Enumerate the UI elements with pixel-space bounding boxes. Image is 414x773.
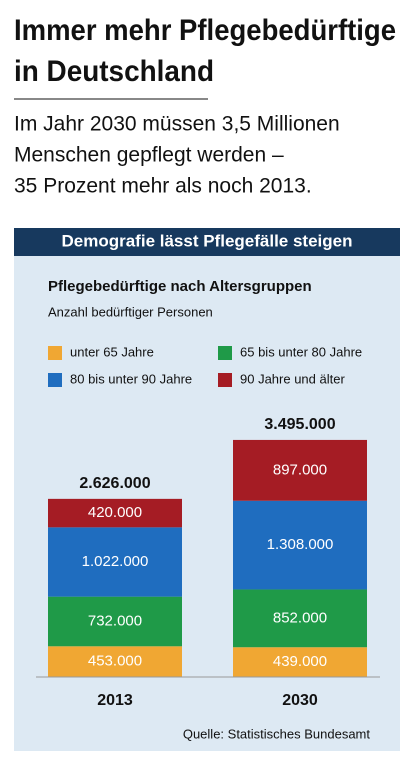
bar-segment [233,439,367,501]
value-label: 453.000 [88,653,142,670]
headline: Immer mehr Pflegebedürftige [14,14,396,47]
legend-label: 90 Jahre und älter [240,371,345,386]
total-label: 2.626.000 [79,475,150,492]
bar-segment [48,498,182,528]
chart-title: Pflegebedürftige nach Altersgruppen [48,278,312,295]
subtitle: 35 Prozent mehr als noch 2013. [14,175,312,198]
bar-segment [233,500,367,590]
legend-swatch [218,346,232,360]
total-label: 3.495.000 [264,416,335,433]
value-label: 897.000 [273,461,327,478]
legend-swatch [48,373,62,387]
value-label: 1.022.000 [82,553,149,570]
value-label: 439.000 [273,653,327,670]
legend-label: unter 65 Jahre [70,344,154,359]
x-tick-label: 2030 [282,692,318,709]
legend-swatch [218,373,232,387]
bar-segment [48,646,182,677]
banner-bg [14,228,400,256]
subtitle: Im Jahr 2030 müssen 3,5 Millionen [14,113,340,136]
chart-subtitle: Anzahl bedürftiger Personen [48,304,213,319]
banner: Demografie lässt Pflegefälle steigen [62,231,353,250]
value-label: 420.000 [88,504,142,521]
bar-segment [48,527,182,597]
legend-swatch [48,346,62,360]
legend-label: 80 bis unter 90 Jahre [70,371,192,386]
headline: in Deutschland [14,55,214,88]
subtitle: Menschen gepflegt werden – [14,144,284,167]
bar-segment [233,589,367,648]
value-label: 1.308.000 [267,536,334,553]
bar-segment [48,596,182,647]
legend-label: 65 bis unter 80 Jahre [240,344,362,359]
value-label: 732.000 [88,612,142,629]
source: Quelle: Statistisches Bundesamt [183,726,371,741]
x-tick-label: 2013 [97,692,133,709]
bar-segment [233,647,367,677]
value-label: 852.000 [273,609,327,626]
